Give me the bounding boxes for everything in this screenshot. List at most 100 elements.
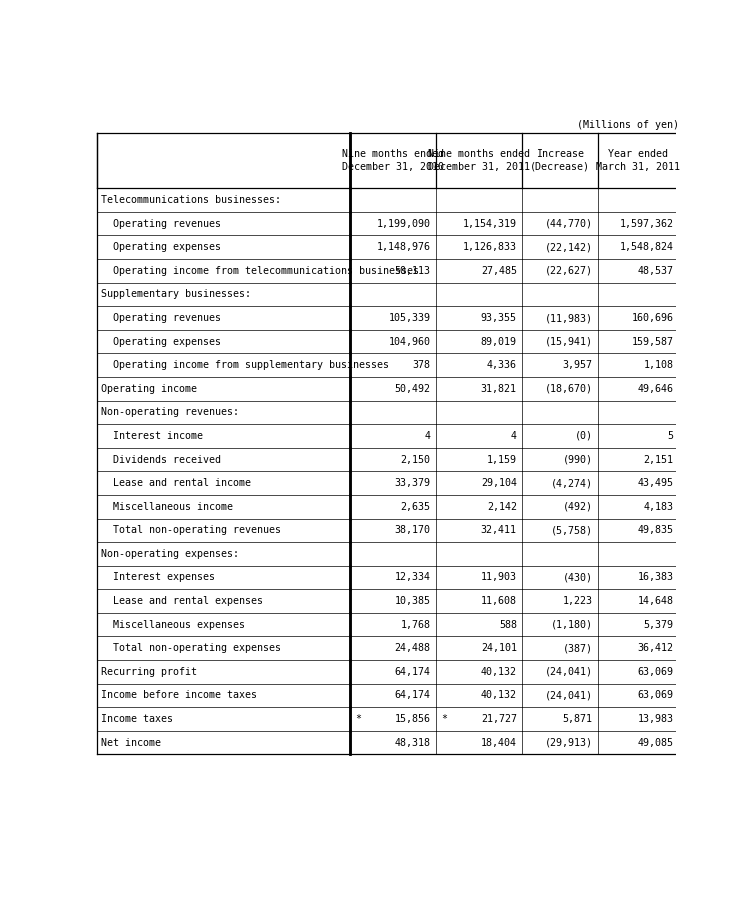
Text: (24,041): (24,041) xyxy=(544,690,593,700)
Text: 43,495: 43,495 xyxy=(638,478,674,488)
Text: Non-operating revenues:: Non-operating revenues: xyxy=(101,407,240,417)
Text: 31,821: 31,821 xyxy=(481,384,517,394)
Text: (492): (492) xyxy=(562,502,593,512)
Text: (24,041): (24,041) xyxy=(544,667,593,677)
Text: 1,199,090: 1,199,090 xyxy=(377,219,430,229)
Text: 33,379: 33,379 xyxy=(395,478,430,488)
Text: 378: 378 xyxy=(413,360,430,370)
Text: 18,404: 18,404 xyxy=(481,738,517,748)
Text: 50,492: 50,492 xyxy=(395,384,430,394)
Text: 1,154,319: 1,154,319 xyxy=(463,219,517,229)
Text: (22,142): (22,142) xyxy=(544,242,593,252)
Text: Telecommunications businesses:: Telecommunications businesses: xyxy=(101,196,282,205)
Text: Lease and rental expenses: Lease and rental expenses xyxy=(101,596,264,606)
Text: Operating income from telecommunications businesses: Operating income from telecommunications… xyxy=(101,266,420,276)
Text: (44,770): (44,770) xyxy=(544,219,593,229)
Text: 14,648: 14,648 xyxy=(638,596,674,606)
Text: 1,223: 1,223 xyxy=(562,596,593,606)
Text: 16,383: 16,383 xyxy=(638,572,674,582)
Text: 12,334: 12,334 xyxy=(395,572,430,582)
Text: 40,132: 40,132 xyxy=(481,667,517,677)
Text: Operating income: Operating income xyxy=(101,384,198,394)
Text: 49,646: 49,646 xyxy=(638,384,674,394)
Text: 38,170: 38,170 xyxy=(395,525,430,535)
Text: 24,101: 24,101 xyxy=(481,643,517,653)
Text: 4,336: 4,336 xyxy=(487,360,517,370)
Text: Non-operating expenses:: Non-operating expenses: xyxy=(101,549,240,559)
Text: Total non-operating revenues: Total non-operating revenues xyxy=(101,525,282,535)
Text: (11,983): (11,983) xyxy=(544,313,593,323)
Text: 3,957: 3,957 xyxy=(562,360,593,370)
Text: Operating expenses: Operating expenses xyxy=(101,242,222,252)
Text: 5,871: 5,871 xyxy=(562,714,593,724)
Text: (Millions of yen): (Millions of yen) xyxy=(577,120,679,130)
Text: Supplementary businesses:: Supplementary businesses: xyxy=(101,289,252,299)
Text: 10,385: 10,385 xyxy=(395,596,430,606)
Text: (1,180): (1,180) xyxy=(550,620,593,630)
Text: 13,983: 13,983 xyxy=(638,714,674,724)
Text: 32,411: 32,411 xyxy=(481,525,517,535)
Text: 4: 4 xyxy=(511,431,517,441)
Text: 4: 4 xyxy=(424,431,430,441)
Text: Miscellaneous income: Miscellaneous income xyxy=(101,502,234,512)
Text: (18,670): (18,670) xyxy=(544,384,593,394)
Text: *: * xyxy=(355,714,361,724)
Text: Operating revenues: Operating revenues xyxy=(101,313,222,323)
Text: 49,835: 49,835 xyxy=(638,525,674,535)
Text: Recurring profit: Recurring profit xyxy=(101,667,198,677)
Text: 1,126,833: 1,126,833 xyxy=(463,242,517,252)
Text: 48,318: 48,318 xyxy=(395,738,430,748)
Text: 159,587: 159,587 xyxy=(632,337,674,347)
Text: 160,696: 160,696 xyxy=(632,313,674,323)
Text: 104,960: 104,960 xyxy=(389,337,430,347)
Text: 48,537: 48,537 xyxy=(638,266,674,276)
Text: Miscellaneous expenses: Miscellaneous expenses xyxy=(101,620,246,630)
Text: 36,412: 36,412 xyxy=(638,643,674,653)
Text: 64,174: 64,174 xyxy=(395,667,430,677)
Text: (5,758): (5,758) xyxy=(550,525,593,535)
Text: 29,104: 29,104 xyxy=(481,478,517,488)
Text: Year ended
March 31, 2011: Year ended March 31, 2011 xyxy=(596,150,680,172)
Text: Income taxes: Income taxes xyxy=(101,714,173,724)
Text: 11,608: 11,608 xyxy=(481,596,517,606)
Text: 1,159: 1,159 xyxy=(487,454,517,465)
Text: 1,768: 1,768 xyxy=(401,620,430,630)
Text: 27,485: 27,485 xyxy=(481,266,517,276)
Text: 21,727: 21,727 xyxy=(481,714,517,724)
Text: Operating expenses: Operating expenses xyxy=(101,337,222,347)
Text: Dividends received: Dividends received xyxy=(101,454,222,465)
Text: (22,627): (22,627) xyxy=(544,266,593,276)
Text: 24,488: 24,488 xyxy=(395,643,430,653)
Text: 89,019: 89,019 xyxy=(481,337,517,347)
Text: 49,085: 49,085 xyxy=(638,738,674,748)
Text: 1,108: 1,108 xyxy=(644,360,674,370)
Text: 40,132: 40,132 xyxy=(481,690,517,700)
Text: Increase
(Decrease): Increase (Decrease) xyxy=(530,150,590,172)
Text: (387): (387) xyxy=(562,643,593,653)
Text: 63,069: 63,069 xyxy=(638,667,674,677)
Text: 105,339: 105,339 xyxy=(389,313,430,323)
Text: 64,174: 64,174 xyxy=(395,690,430,700)
Text: 63,069: 63,069 xyxy=(638,690,674,700)
Text: Operating revenues: Operating revenues xyxy=(101,219,222,229)
Text: Income before income taxes: Income before income taxes xyxy=(101,690,258,700)
Text: Net income: Net income xyxy=(101,738,161,748)
Text: 2,142: 2,142 xyxy=(487,502,517,512)
Text: 93,355: 93,355 xyxy=(481,313,517,323)
Text: 11,903: 11,903 xyxy=(481,572,517,582)
Text: Lease and rental income: Lease and rental income xyxy=(101,478,252,488)
Text: (0): (0) xyxy=(575,431,593,441)
Text: Operating income from supplementary businesses: Operating income from supplementary busi… xyxy=(101,360,390,370)
Text: 588: 588 xyxy=(499,620,517,630)
Text: (4,274): (4,274) xyxy=(550,478,593,488)
Text: Nine months ended
December 31, 2010: Nine months ended December 31, 2010 xyxy=(342,150,444,172)
Text: 1,548,824: 1,548,824 xyxy=(620,242,674,252)
Text: 1,148,976: 1,148,976 xyxy=(377,242,430,252)
Text: (15,941): (15,941) xyxy=(544,337,593,347)
Text: Interest expenses: Interest expenses xyxy=(101,572,216,582)
Text: 2,150: 2,150 xyxy=(401,454,430,465)
Text: 2,635: 2,635 xyxy=(401,502,430,512)
Text: Total non-operating expenses: Total non-operating expenses xyxy=(101,643,282,653)
Text: (430): (430) xyxy=(562,572,593,582)
Text: 15,856: 15,856 xyxy=(395,714,430,724)
